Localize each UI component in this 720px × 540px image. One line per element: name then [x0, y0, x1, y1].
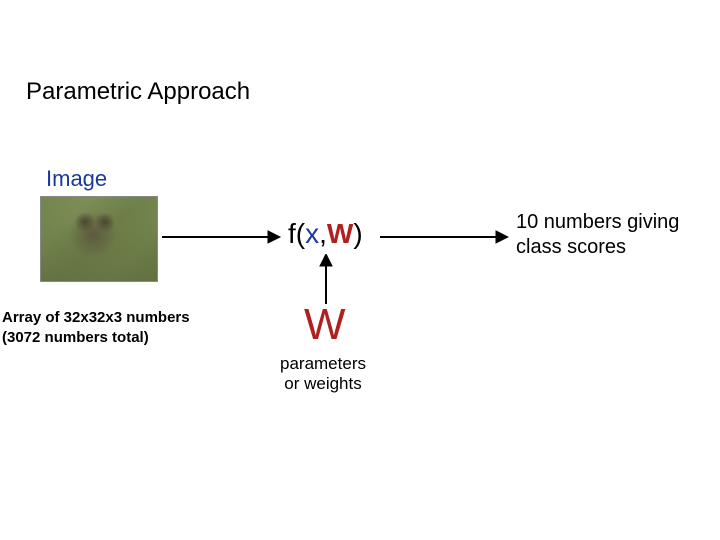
- output-line2: class scores: [516, 235, 679, 260]
- func-f: f(: [288, 218, 305, 249]
- array-desc-line1: Array of 32x32x3 numbers: [2, 308, 190, 328]
- weights-symbol: W: [304, 300, 346, 350]
- func-close: ): [353, 218, 362, 249]
- image-label: Image: [46, 166, 107, 192]
- array-desc-line2: (3072 numbers total): [2, 328, 190, 348]
- slide-title: Parametric Approach: [26, 78, 250, 106]
- sample-image: [40, 196, 158, 282]
- function-expression: f(x,W): [288, 218, 363, 250]
- cat-image-placeholder: [41, 197, 157, 281]
- params-line1: parameters: [280, 354, 366, 374]
- params-line2: or weights: [280, 374, 366, 394]
- func-w-var: W: [327, 218, 353, 249]
- array-description: Array of 32x32x3 numbers (3072 numbers t…: [2, 308, 190, 347]
- parameters-label: parameters or weights: [280, 354, 366, 395]
- output-description: 10 numbers giving class scores: [516, 210, 679, 260]
- arrow-function-to-output: [380, 228, 510, 246]
- arrow-w-to-function: [317, 254, 335, 304]
- func-comma: ,: [319, 218, 327, 249]
- output-line1: 10 numbers giving: [516, 210, 679, 235]
- arrow-image-to-function: [162, 228, 282, 246]
- func-x-var: x: [305, 218, 319, 249]
